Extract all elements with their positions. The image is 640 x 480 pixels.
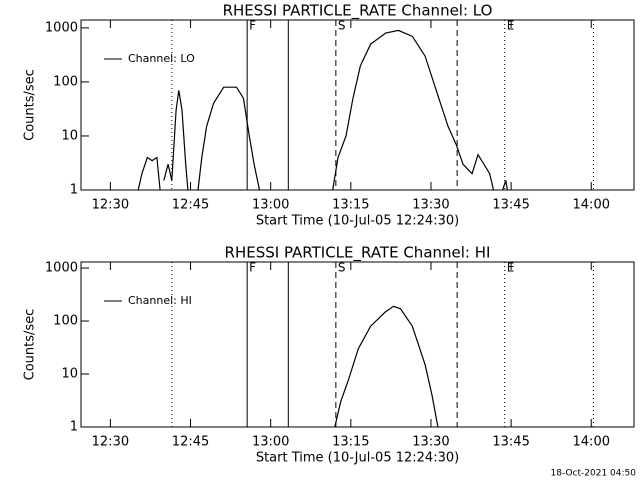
y-tick-label: 1000 bbox=[45, 20, 78, 35]
x-tick-label: 13:45 bbox=[492, 198, 529, 213]
x-tick-label: 12:30 bbox=[92, 198, 129, 213]
x-tick-label: 13:00 bbox=[252, 435, 289, 450]
x-tick-label: 12:30 bbox=[92, 435, 129, 450]
x-tick-label: 13:00 bbox=[252, 198, 289, 213]
event-label: F bbox=[249, 19, 256, 33]
x-tick-label: 13:45 bbox=[492, 435, 529, 450]
event-label: E bbox=[507, 261, 515, 275]
event-label: S bbox=[338, 19, 346, 33]
event-label: S bbox=[338, 261, 346, 275]
y-tick-label: 100 bbox=[53, 314, 78, 329]
x-tick-label: 13:30 bbox=[412, 435, 449, 450]
plot-frame bbox=[80, 261, 635, 428]
x-tick-label: 13:15 bbox=[332, 435, 369, 450]
x-tick-label: 14:00 bbox=[573, 435, 610, 450]
y-tick-label: 10 bbox=[61, 367, 78, 382]
legend-label: Channel: HI bbox=[128, 294, 192, 307]
x-tick-label: 13:30 bbox=[412, 198, 449, 213]
data-line bbox=[334, 305, 439, 428]
x-axis-label: Start Time (10-Jul-05 12:24:30) bbox=[256, 214, 459, 229]
chart-title: RHESSI PARTICLE_RATE Channel: HI bbox=[225, 244, 491, 263]
y-tick-label: 1000 bbox=[45, 261, 78, 276]
y-tick-label: 1 bbox=[70, 183, 78, 198]
x-tick-label: 12:45 bbox=[172, 435, 209, 450]
y-axis-label: Counts/sec bbox=[23, 69, 38, 141]
y-axis-label: Counts/sec bbox=[23, 309, 38, 381]
y-tick-label: 100 bbox=[53, 74, 78, 89]
x-axis-label: Start Time (10-Jul-05 12:24:30) bbox=[256, 451, 459, 466]
x-tick-label: 14:00 bbox=[573, 198, 610, 213]
plot-frame bbox=[80, 19, 635, 191]
event-label: E bbox=[507, 19, 515, 33]
chart-title: RHESSI PARTICLE_RATE Channel: LO bbox=[223, 2, 493, 21]
data-line bbox=[137, 29, 508, 191]
event-label: F bbox=[249, 261, 256, 275]
footer: 18-Oct-2021 04:50 bbox=[551, 469, 637, 479]
y-tick-label: 10 bbox=[61, 128, 78, 143]
legend-label: Channel: LO bbox=[128, 52, 195, 65]
x-tick-label: 12:45 bbox=[172, 198, 209, 213]
x-tick-label: 13:15 bbox=[332, 198, 369, 213]
y-tick-label: 1 bbox=[70, 420, 78, 435]
